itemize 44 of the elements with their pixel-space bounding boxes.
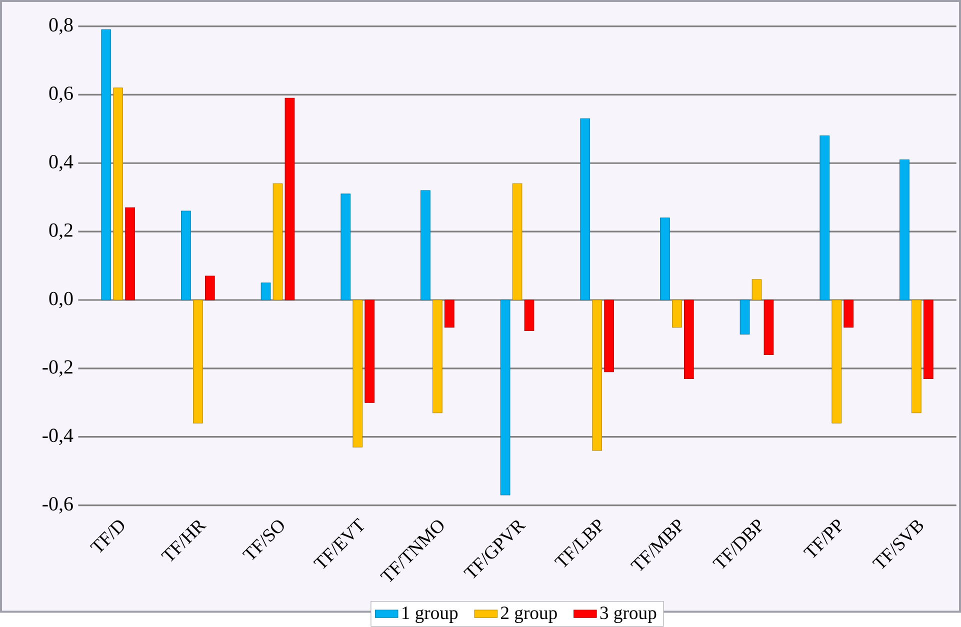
bar bbox=[604, 300, 614, 372]
bar bbox=[912, 300, 922, 414]
legend-label: 2 group bbox=[500, 606, 557, 624]
bar bbox=[181, 210, 191, 300]
bar bbox=[512, 184, 522, 300]
bar bbox=[684, 300, 694, 380]
y-tick-label: 0,2 bbox=[49, 224, 72, 240]
bar bbox=[113, 88, 124, 300]
bar bbox=[204, 276, 215, 300]
legend-label: 1 group bbox=[402, 606, 458, 624]
y-tick-label: 0,0 bbox=[49, 292, 73, 308]
bar bbox=[740, 300, 750, 335]
bar bbox=[364, 300, 374, 404]
bar bbox=[125, 208, 135, 300]
legend-label: 3 group bbox=[600, 606, 656, 624]
bar bbox=[500, 300, 510, 496]
bar bbox=[580, 118, 590, 300]
bar bbox=[672, 300, 682, 328]
bar bbox=[524, 300, 534, 332]
bar bbox=[900, 160, 910, 300]
bar bbox=[352, 300, 363, 448]
bar bbox=[284, 98, 295, 300]
bar bbox=[420, 190, 430, 300]
y-tick-label: -0,6 bbox=[42, 497, 73, 514]
bar bbox=[193, 300, 203, 424]
bar bbox=[444, 300, 454, 328]
y-tick-label: -0,2 bbox=[42, 360, 72, 377]
bar bbox=[272, 184, 283, 300]
bar bbox=[752, 279, 762, 300]
bar bbox=[260, 282, 271, 300]
bar bbox=[592, 300, 602, 451]
bar bbox=[820, 136, 830, 300]
bar bbox=[432, 300, 442, 414]
y-tick-label: 0,4 bbox=[49, 155, 74, 172]
bar bbox=[340, 194, 351, 300]
bar bbox=[764, 300, 774, 356]
bar bbox=[832, 300, 842, 424]
bar bbox=[101, 30, 112, 300]
bar bbox=[923, 300, 934, 380]
y-tick-label: -0,4 bbox=[42, 428, 74, 446]
y-tick-label: 0,6 bbox=[49, 86, 73, 104]
bar bbox=[844, 300, 854, 328]
y-tick-label: 0,8 bbox=[49, 18, 73, 35]
bar bbox=[660, 218, 670, 300]
